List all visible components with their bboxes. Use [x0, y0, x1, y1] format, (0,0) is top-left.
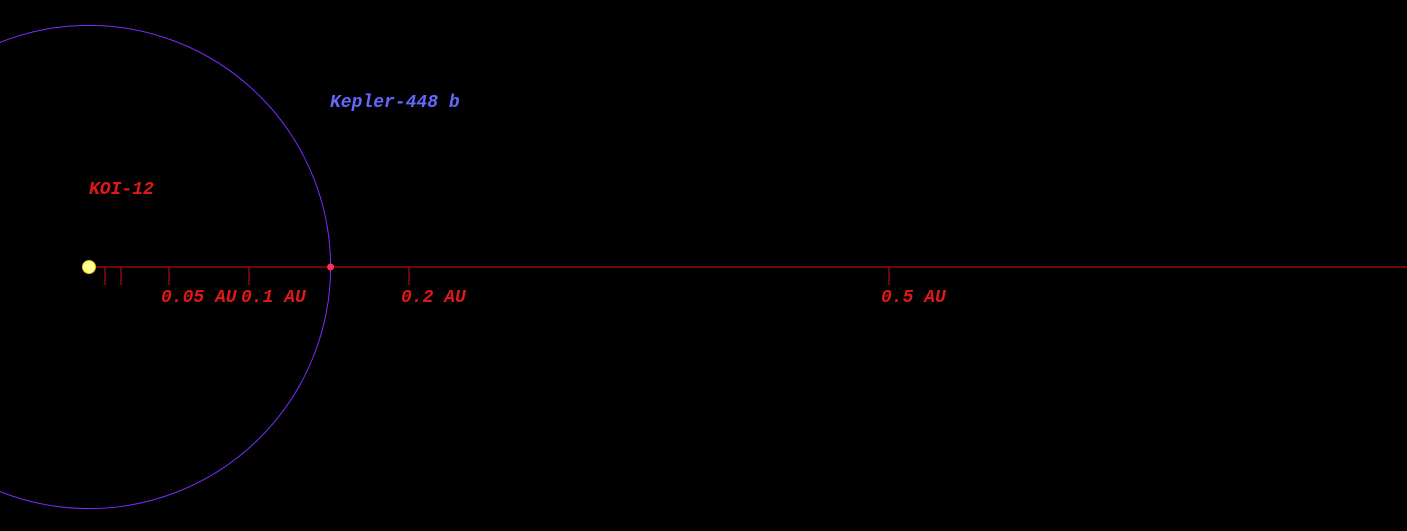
star-label: KOI-12	[89, 180, 154, 200]
planet	[327, 263, 335, 271]
tick-label: 0.05 AU	[161, 288, 238, 308]
tick-label: 0.1 AU	[241, 288, 307, 308]
tick-label: 0.5 AU	[881, 288, 947, 308]
star	[82, 260, 96, 274]
planet-label: Kepler-448 b	[330, 93, 460, 113]
tick-label: 0.2 AU	[401, 288, 467, 308]
